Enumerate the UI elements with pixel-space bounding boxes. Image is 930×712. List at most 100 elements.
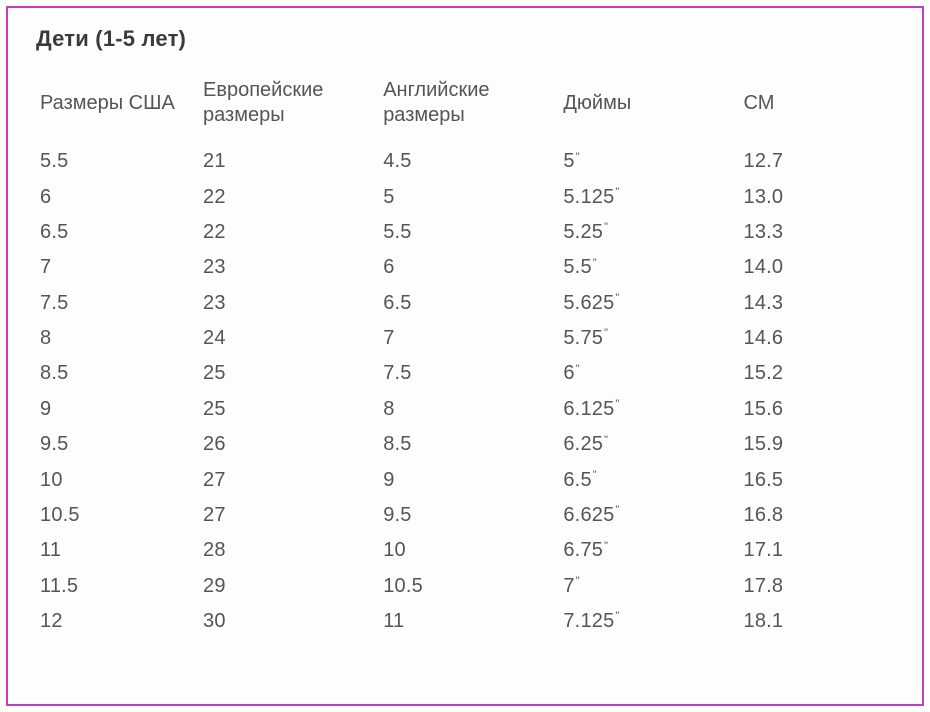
cell-inches: 7.125" — [559, 604, 739, 639]
cell-uk: 7 — [379, 321, 559, 356]
cell-cm: 15.9 — [740, 427, 894, 462]
cell-us: 6.5 — [36, 215, 199, 250]
cell-uk: 4.5 — [379, 144, 559, 179]
cell-uk: 6.5 — [379, 286, 559, 321]
table-row: 9.5268.56.25"15.9 — [36, 427, 894, 462]
cell-inches: 6.125" — [559, 392, 739, 427]
cell-eu: 27 — [199, 498, 379, 533]
cell-eu: 21 — [199, 144, 379, 179]
cell-cm: 17.8 — [740, 569, 894, 604]
cell-uk: 7.5 — [379, 356, 559, 391]
chart-title: Дети (1-5 лет) — [36, 26, 894, 52]
cell-uk: 11 — [379, 604, 559, 639]
cell-inches: 5.75" — [559, 321, 739, 356]
table-row: 102796.5"16.5 — [36, 462, 894, 497]
cell-cm: 14.3 — [740, 286, 894, 321]
col-header-uk: Английские размеры — [379, 72, 559, 144]
cell-inches: 6.25" — [559, 427, 739, 462]
cell-us: 7 — [36, 250, 199, 285]
inch-mark-icon: " — [615, 186, 618, 198]
cell-cm: 13.3 — [740, 215, 894, 250]
table-body: 5.5214.55"12.762255.125"13.06.5225.55.25… — [36, 144, 894, 639]
inch-mark-icon: " — [576, 151, 579, 163]
inch-mark-icon: " — [604, 434, 607, 446]
cell-us: 9.5 — [36, 427, 199, 462]
cell-uk: 8.5 — [379, 427, 559, 462]
table-row: 10.5279.56.625"16.8 — [36, 498, 894, 533]
size-chart-frame: Дети (1-5 лет) Размеры США Европейские р… — [6, 6, 924, 706]
cell-us: 11.5 — [36, 569, 199, 604]
cell-cm: 18.1 — [740, 604, 894, 639]
inch-mark-icon: " — [615, 610, 618, 622]
table-row: 72365.5"14.0 — [36, 250, 894, 285]
cell-us: 9 — [36, 392, 199, 427]
cell-us: 10.5 — [36, 498, 199, 533]
col-header-us: Размеры США — [36, 72, 199, 144]
cell-uk: 9.5 — [379, 498, 559, 533]
cell-us: 8 — [36, 321, 199, 356]
cell-inches: 6.5" — [559, 462, 739, 497]
table-row: 1230117.125"18.1 — [36, 604, 894, 639]
cell-us: 5.5 — [36, 144, 199, 179]
cell-cm: 12.7 — [740, 144, 894, 179]
cell-eu: 25 — [199, 392, 379, 427]
cell-cm: 17.1 — [740, 533, 894, 568]
col-header-inches: Дюймы — [559, 72, 739, 144]
cell-uk: 6 — [379, 250, 559, 285]
cell-eu: 22 — [199, 179, 379, 214]
inch-mark-icon: " — [593, 257, 596, 269]
cell-cm: 16.8 — [740, 498, 894, 533]
inch-mark-icon: " — [593, 469, 596, 481]
inch-mark-icon: " — [604, 327, 607, 339]
cell-cm: 15.6 — [740, 392, 894, 427]
cell-eu: 27 — [199, 462, 379, 497]
col-header-eu: Европейские размеры — [199, 72, 379, 144]
cell-us: 7.5 — [36, 286, 199, 321]
table-row: 11.52910.57"17.8 — [36, 569, 894, 604]
cell-inches: 6" — [559, 356, 739, 391]
table-row: 7.5236.55.625"14.3 — [36, 286, 894, 321]
cell-inches: 5.5" — [559, 250, 739, 285]
cell-eu: 23 — [199, 250, 379, 285]
table-row: 6.5225.55.25"13.3 — [36, 215, 894, 250]
cell-us: 10 — [36, 462, 199, 497]
inch-mark-icon: " — [576, 363, 579, 375]
table-row: 1128106.75"17.1 — [36, 533, 894, 568]
inch-mark-icon: " — [615, 292, 618, 304]
cell-cm: 14.6 — [740, 321, 894, 356]
cell-eu: 26 — [199, 427, 379, 462]
cell-cm: 14.0 — [740, 250, 894, 285]
cell-eu: 25 — [199, 356, 379, 391]
cell-cm: 13.0 — [740, 179, 894, 214]
cell-eu: 28 — [199, 533, 379, 568]
cell-inches: 5.625" — [559, 286, 739, 321]
table-row: 92586.125"15.6 — [36, 392, 894, 427]
table-row: 82475.75"14.6 — [36, 321, 894, 356]
cell-uk: 10.5 — [379, 569, 559, 604]
inch-mark-icon: " — [604, 221, 607, 233]
table-header-row: Размеры США Европейские размеры Английск… — [36, 72, 894, 144]
table-row: 62255.125"13.0 — [36, 179, 894, 214]
inch-mark-icon: " — [615, 398, 618, 410]
cell-uk: 10 — [379, 533, 559, 568]
cell-cm: 15.2 — [740, 356, 894, 391]
cell-inches: 5" — [559, 144, 739, 179]
table-row: 5.5214.55"12.7 — [36, 144, 894, 179]
cell-cm: 16.5 — [740, 462, 894, 497]
cell-uk: 8 — [379, 392, 559, 427]
cell-eu: 23 — [199, 286, 379, 321]
cell-uk: 5.5 — [379, 215, 559, 250]
inch-mark-icon: " — [576, 575, 579, 587]
cell-uk: 9 — [379, 462, 559, 497]
cell-inches: 5.25" — [559, 215, 739, 250]
cell-inches: 5.125" — [559, 179, 739, 214]
size-table: Размеры США Европейские размеры Английск… — [36, 72, 894, 639]
cell-eu: 30 — [199, 604, 379, 639]
cell-eu: 29 — [199, 569, 379, 604]
cell-inches: 6.75" — [559, 533, 739, 568]
inch-mark-icon: " — [615, 504, 618, 516]
cell-inches: 6.625" — [559, 498, 739, 533]
table-row: 8.5257.56"15.2 — [36, 356, 894, 391]
inch-mark-icon: " — [604, 540, 607, 552]
cell-us: 12 — [36, 604, 199, 639]
